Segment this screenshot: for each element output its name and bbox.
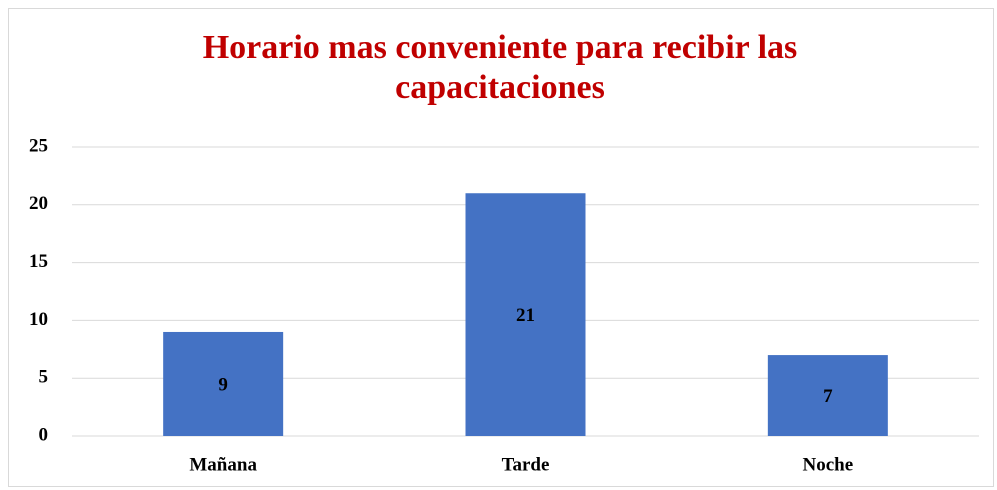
bar	[465, 193, 586, 436]
y-tick-label: 20	[29, 193, 48, 214]
x-tick-label: Mañana	[189, 454, 257, 475]
chart-title: Horario mas conveniente para recibir las…	[202, 29, 798, 106]
data-label: 21	[516, 305, 535, 326]
data-label: 9	[218, 374, 228, 395]
bar	[163, 331, 284, 436]
bar	[767, 355, 888, 436]
y-tick-label: 15	[29, 251, 48, 272]
y-tick-label: 25	[29, 135, 48, 156]
y-tick-label: 0	[39, 424, 49, 445]
y-tick-label: 10	[29, 309, 48, 330]
data-label: 7	[823, 386, 833, 407]
chart-frame	[8, 8, 994, 487]
x-tick-label: Tarde	[502, 454, 550, 475]
y-tick-label: 5	[39, 367, 49, 388]
x-tick-label: Noche	[803, 454, 854, 475]
